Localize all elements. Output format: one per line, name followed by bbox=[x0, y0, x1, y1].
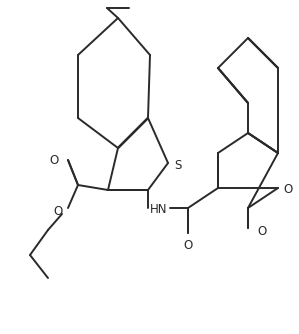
Text: O: O bbox=[183, 238, 193, 252]
Text: O: O bbox=[49, 154, 59, 167]
Text: HN: HN bbox=[150, 202, 168, 215]
Text: O: O bbox=[257, 224, 267, 237]
Text: O: O bbox=[54, 204, 62, 217]
Text: S: S bbox=[174, 159, 182, 171]
Text: O: O bbox=[283, 182, 293, 195]
